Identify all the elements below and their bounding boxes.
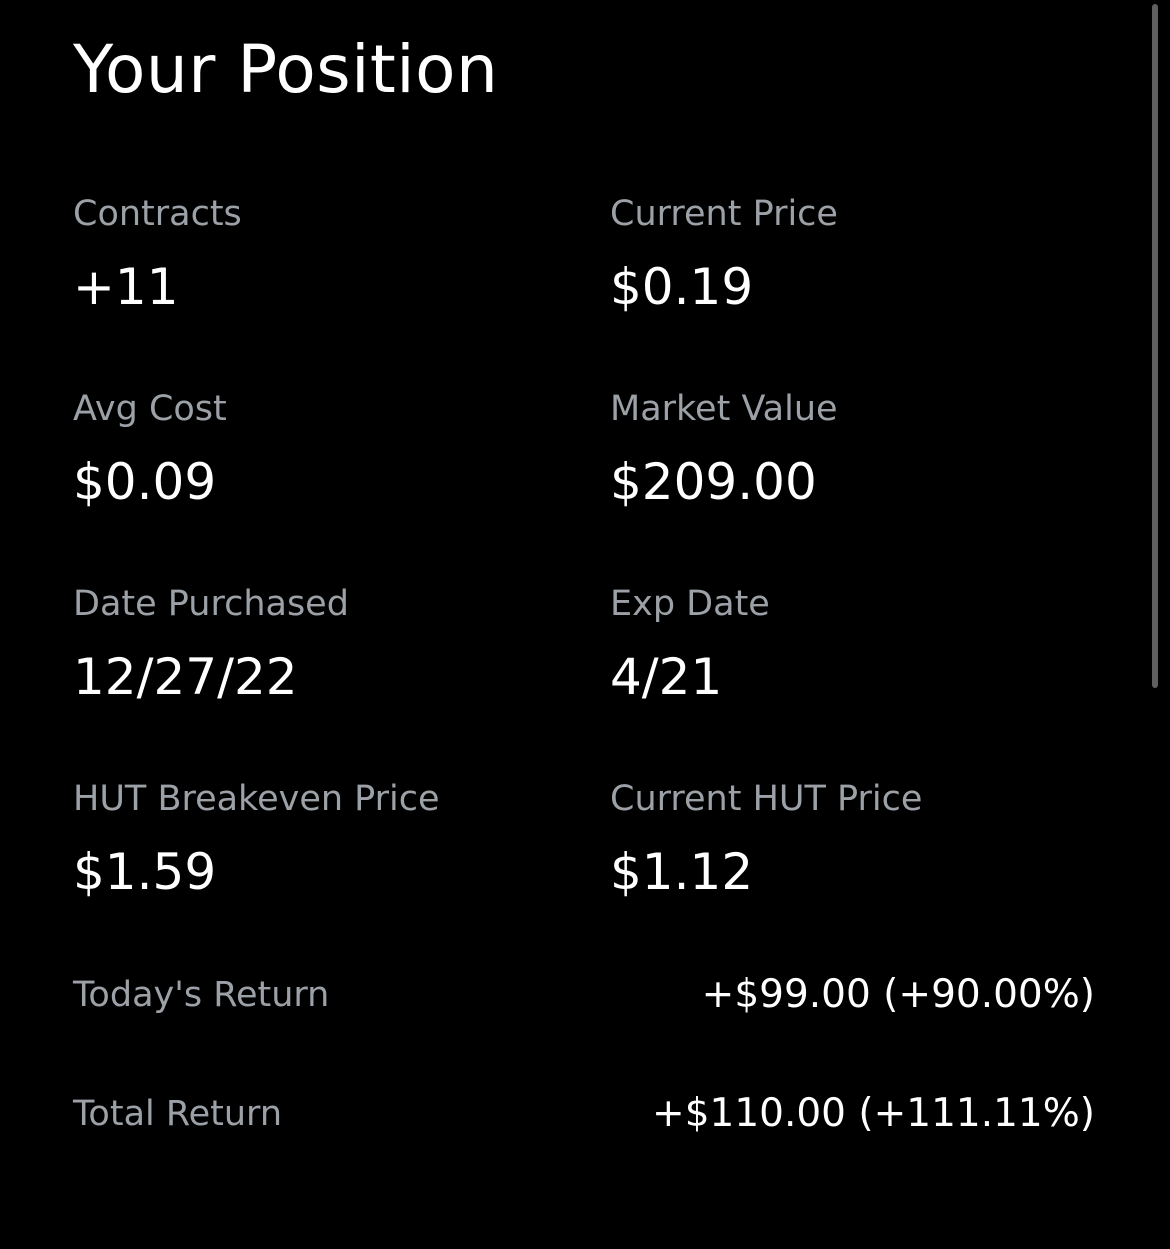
date-purchased-stat: Date Purchased 12/27/22 — [73, 583, 573, 707]
breakeven-price-value: $1.59 — [73, 843, 217, 901]
market-value-stat: Market Value $209.00 — [610, 388, 1110, 512]
scrollbar[interactable] — [1152, 4, 1158, 688]
market-value-label: Market Value — [610, 389, 838, 429]
breakeven-price-label: HUT Breakeven Price — [73, 779, 440, 819]
current-hut-price-label: Current HUT Price — [610, 779, 923, 819]
total-return-label: Total Return — [73, 1093, 283, 1134]
total-return-value: +$110.00 (+111.11%) — [652, 1091, 1095, 1136]
exp-date-value: 4/21 — [610, 648, 723, 706]
todays-return-row: Today's Return +$99.00 (+90.00%) — [73, 972, 1095, 1017]
contracts-value: +11 — [73, 258, 179, 316]
current-hut-price-stat: Current HUT Price $1.12 — [610, 778, 1110, 902]
todays-return-value: +$99.00 (+90.00%) — [701, 972, 1095, 1017]
market-value-value: $209.00 — [610, 453, 817, 511]
date-purchased-value: 12/27/22 — [73, 648, 298, 706]
contracts-label: Contracts — [73, 194, 242, 234]
total-return-row: Total Return +$110.00 (+111.11%) — [73, 1091, 1095, 1136]
contracts-stat: Contracts +11 — [73, 193, 573, 317]
page-title: Your Position — [73, 31, 499, 108]
todays-return-label: Today's Return — [73, 974, 330, 1015]
exp-date-stat: Exp Date 4/21 — [610, 583, 1110, 707]
current-price-label: Current Price — [610, 194, 838, 234]
avg-cost-label: Avg Cost — [73, 389, 227, 429]
current-price-value: $0.19 — [610, 258, 754, 316]
avg-cost-value: $0.09 — [73, 453, 217, 511]
breakeven-price-stat: HUT Breakeven Price $1.59 — [73, 778, 573, 902]
current-price-stat: Current Price $0.19 — [610, 193, 1110, 317]
current-hut-price-value: $1.12 — [610, 843, 754, 901]
date-purchased-label: Date Purchased — [73, 584, 349, 624]
exp-date-label: Exp Date — [610, 584, 770, 624]
avg-cost-stat: Avg Cost $0.09 — [73, 388, 573, 512]
